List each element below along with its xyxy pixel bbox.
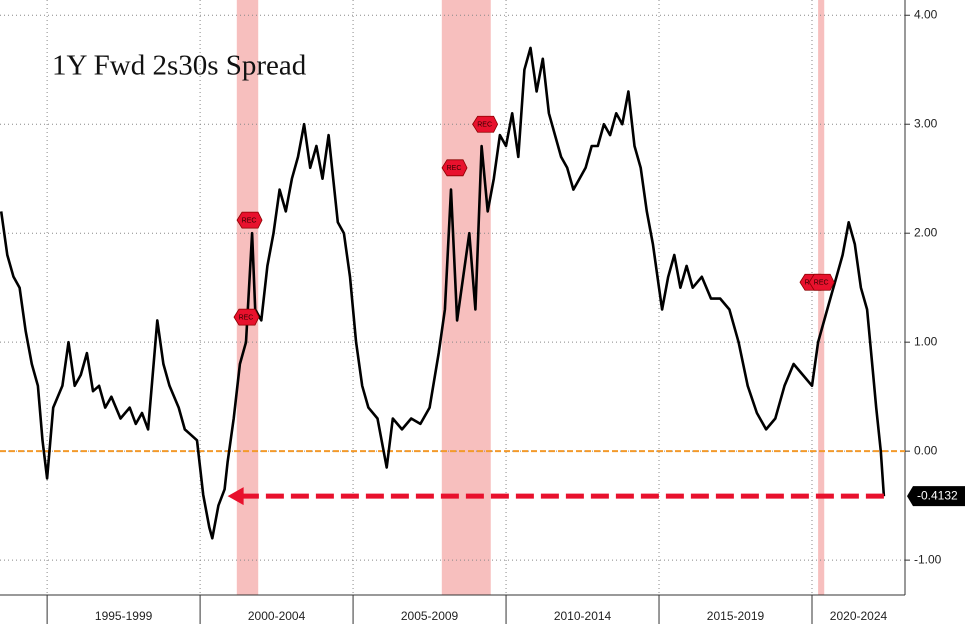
arrow-head <box>227 487 244 506</box>
y-tick-label: -1.00 <box>914 552 942 566</box>
rec-label: REC <box>814 280 829 287</box>
y-tick-label: 2.00 <box>914 225 938 239</box>
rec-marker <box>472 115 499 133</box>
rec-marker <box>441 159 468 177</box>
chart-title: 1Y Fwd 2s30s Spread <box>52 50 307 82</box>
x-tick-label: 2010-2014 <box>554 609 612 623</box>
y-tick-label: 1.00 <box>914 334 938 348</box>
y-tick-label: 3.00 <box>914 116 938 130</box>
rec-label: REC <box>477 122 492 129</box>
y-tick-label: 0.00 <box>914 443 938 457</box>
rec-label: REC <box>447 165 462 172</box>
line-series <box>0 46 886 540</box>
value-label: -0.4132 <box>917 488 958 502</box>
x-tick-label: 2015-2019 <box>707 609 765 623</box>
rec-marker <box>233 308 260 326</box>
x-tick-label: 2000-2004 <box>248 609 306 623</box>
rec-marker <box>236 211 263 229</box>
x-tick-label: 2020-2024 <box>830 609 888 623</box>
x-tick-label: 2005-2009 <box>401 609 459 623</box>
rec-marker <box>808 273 835 291</box>
background-layer <box>0 0 905 595</box>
recession-band <box>441 0 491 595</box>
rec-label: REC <box>242 217 257 224</box>
y-tick-label: 4.00 <box>914 7 938 21</box>
value-label-box <box>907 486 965 507</box>
recession-band <box>818 0 825 595</box>
x-tick-label: 1995-1999 <box>95 609 153 623</box>
rec-label: REC <box>239 314 254 321</box>
